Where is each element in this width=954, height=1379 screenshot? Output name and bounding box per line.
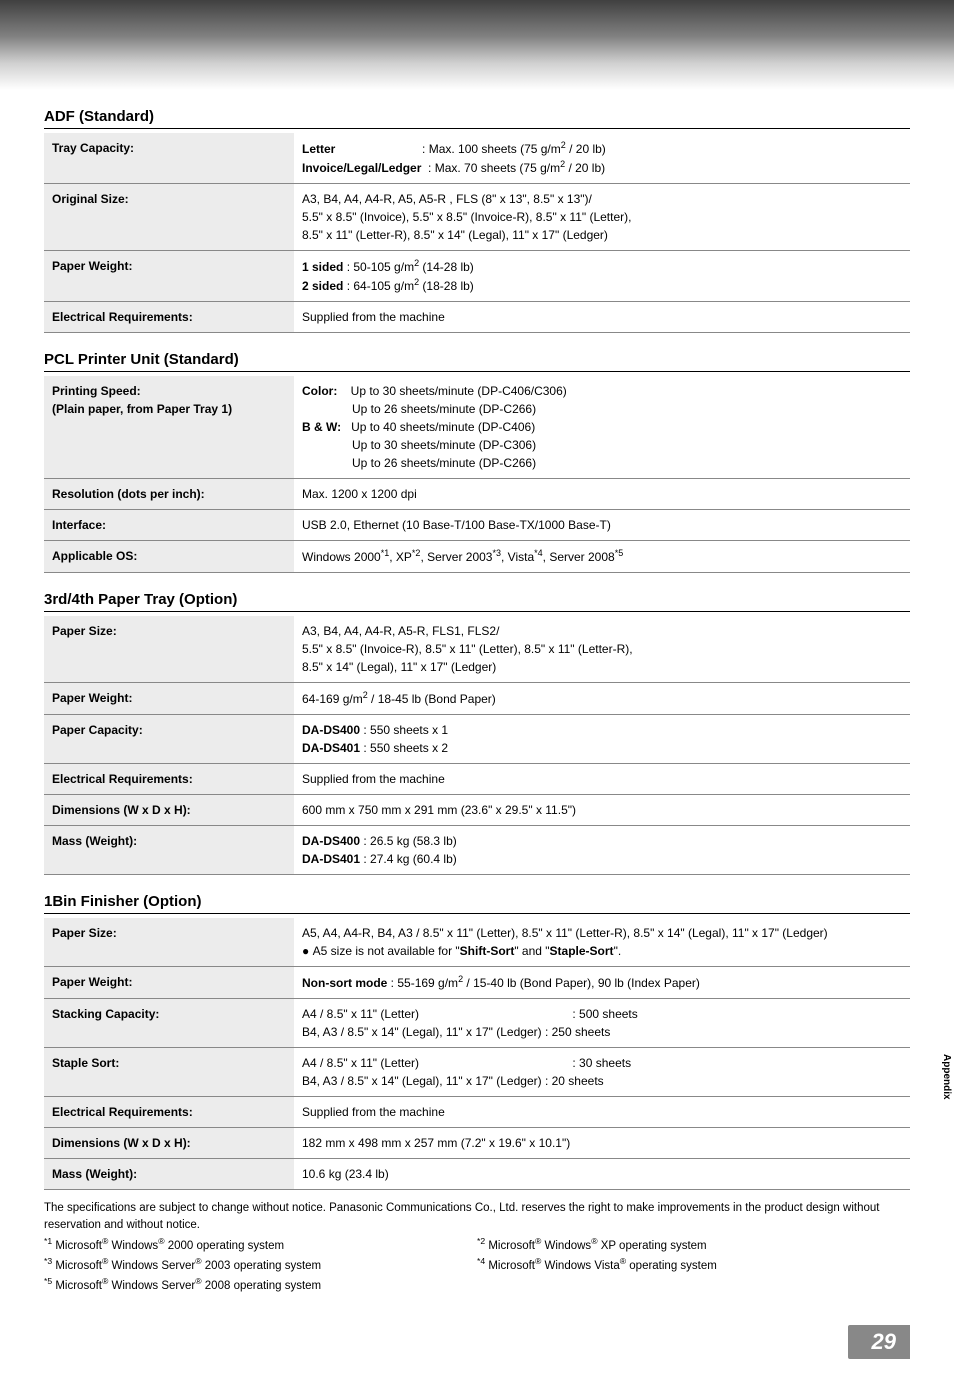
page-header-gradient	[0, 0, 954, 90]
section-title-pcl: PCL Printer Unit (Standard)	[44, 351, 910, 372]
table-row: Resolution (dots per inch): Max. 1200 x …	[44, 479, 910, 510]
value-mass: DA-DS400 : 26.5 kg (58.3 lb)DA-DS401 : 2…	[294, 826, 910, 875]
label-staple: Staple Sort:	[44, 1048, 294, 1097]
table-row: Paper Weight: 1 sided : 50-105 g/m2 (14-…	[44, 251, 910, 302]
footnote-5: *5 Microsoft® Windows Server® 2008 opera…	[44, 1275, 477, 1295]
label-paper-weight: Paper Weight:	[44, 967, 294, 999]
footnote-1: *1 Microsoft® Windows® 2000 operating sy…	[44, 1235, 477, 1255]
table-row: Applicable OS: Windows 2000*1, XP*2, Ser…	[44, 541, 910, 573]
label-electrical: Electrical Requirements:	[44, 764, 294, 795]
side-tab-appendix: Appendix	[939, 1048, 954, 1106]
label-paper-weight: Paper Weight:	[44, 683, 294, 715]
value-paper-weight: 64-169 g/m2 / 18-45 lb (Bond Paper)	[294, 683, 910, 715]
value-paper-size: A5, A4, A4-R, B4, A3 / 8.5" x 11" (Lette…	[294, 918, 910, 967]
table-row: Paper Weight: Non-sort mode : 55-169 g/m…	[44, 967, 910, 999]
section-title-finisher: 1Bin Finisher (Option)	[44, 893, 910, 914]
value-dimensions: 182 mm x 498 mm x 257 mm (7.2" x 19.6" x…	[294, 1128, 910, 1159]
label-paper-size: Paper Size:	[44, 918, 294, 967]
value-os: Windows 2000*1, XP*2, Server 2003*3, Vis…	[294, 541, 910, 573]
value-paper-size: A3, B4, A4, A4-R, A5-R, FLS1, FLS2/5.5" …	[294, 616, 910, 683]
table-row: Paper Weight: 64-169 g/m2 / 18-45 lb (Bo…	[44, 683, 910, 715]
table-row: Printing Speed:(Plain paper, from Paper …	[44, 376, 910, 479]
table-row: Mass (Weight): 10.6 kg (23.4 lb)	[44, 1159, 910, 1190]
value-paper-weight: Non-sort mode : 55-169 g/m2 / 15-40 lb (…	[294, 967, 910, 999]
table-row: Original Size: A3, B4, A4, A4-R, A5, A5-…	[44, 184, 910, 251]
value-electrical: Supplied from the machine	[294, 1097, 910, 1128]
value-interface: USB 2.0, Ethernet (10 Base-T/100 Base-TX…	[294, 510, 910, 541]
section-title-tray: 3rd/4th Paper Tray (Option)	[44, 591, 910, 612]
table-row: Paper Size: A3, B4, A4, A4-R, A5-R, FLS1…	[44, 616, 910, 683]
label-printing-speed: Printing Speed:(Plain paper, from Paper …	[44, 376, 294, 479]
page-number: 29	[848, 1325, 910, 1359]
table-row: Paper Capacity: DA-DS400 : 550 sheets x …	[44, 715, 910, 764]
table-adf: Tray Capacity: Letter : Max. 100 sheets …	[44, 133, 910, 333]
label-electrical: Electrical Requirements:	[44, 1097, 294, 1128]
table-pcl: Printing Speed:(Plain paper, from Paper …	[44, 376, 910, 573]
label-mass: Mass (Weight):	[44, 1159, 294, 1190]
label-paper-size: Paper Size:	[44, 616, 294, 683]
label-mass: Mass (Weight):	[44, 826, 294, 875]
page-number-container: 29	[44, 1325, 910, 1359]
table-row: Staple Sort: A4 / 8.5" x 11" (Letter) : …	[44, 1048, 910, 1097]
table-row: Interface: USB 2.0, Ethernet (10 Base-T/…	[44, 510, 910, 541]
value-staple: A4 / 8.5" x 11" (Letter) : 30 sheetsB4, …	[294, 1048, 910, 1097]
table-row: Electrical Requirements: Supplied from t…	[44, 764, 910, 795]
label-interface: Interface:	[44, 510, 294, 541]
label-tray-capacity: Tray Capacity:	[44, 133, 294, 184]
table-row: Mass (Weight): DA-DS400 : 26.5 kg (58.3 …	[44, 826, 910, 875]
disclaimer-text: The specifications are subject to change…	[44, 1200, 910, 1235]
table-row: Paper Size: A5, A4, A4-R, B4, A3 / 8.5" …	[44, 918, 910, 967]
table-row: Dimensions (W x D x H): 182 mm x 498 mm …	[44, 1128, 910, 1159]
table-row: Electrical Requirements: Supplied from t…	[44, 302, 910, 333]
footnotes: The specifications are subject to change…	[44, 1200, 910, 1295]
value-tray-capacity: Letter : Max. 100 sheets (75 g/m2 / 20 l…	[294, 133, 910, 184]
label-electrical: Electrical Requirements:	[44, 302, 294, 333]
value-paper-weight: 1 sided : 50-105 g/m2 (14-28 lb)2 sided …	[294, 251, 910, 302]
label-os: Applicable OS:	[44, 541, 294, 573]
label-paper-capacity: Paper Capacity:	[44, 715, 294, 764]
label-stacking: Stacking Capacity:	[44, 999, 294, 1048]
label-dimensions: Dimensions (W x D x H):	[44, 1128, 294, 1159]
table-row: Dimensions (W x D x H): 600 mm x 750 mm …	[44, 795, 910, 826]
value-paper-capacity: DA-DS400 : 550 sheets x 1DA-DS401 : 550 …	[294, 715, 910, 764]
value-dimensions: 600 mm x 750 mm x 291 mm (23.6" x 29.5" …	[294, 795, 910, 826]
value-mass: 10.6 kg (23.4 lb)	[294, 1159, 910, 1190]
page-content: ADF (Standard) Tray Capacity: Letter : M…	[0, 108, 954, 1379]
label-original-size: Original Size:	[44, 184, 294, 251]
value-electrical: Supplied from the machine	[294, 302, 910, 333]
table-row: Stacking Capacity: A4 / 8.5" x 11" (Lett…	[44, 999, 910, 1048]
value-original-size: A3, B4, A4, A4-R, A5, A5-R , FLS (8" x 1…	[294, 184, 910, 251]
table-row: Electrical Requirements: Supplied from t…	[44, 1097, 910, 1128]
value-resolution: Max. 1200 x 1200 dpi	[294, 479, 910, 510]
label-paper-weight: Paper Weight:	[44, 251, 294, 302]
table-row: Tray Capacity: Letter : Max. 100 sheets …	[44, 133, 910, 184]
footnote-4: *4 Microsoft® Windows Vista® operating s…	[477, 1255, 910, 1275]
value-stacking: A4 / 8.5" x 11" (Letter) : 500 sheetsB4,…	[294, 999, 910, 1048]
table-tray: Paper Size: A3, B4, A4, A4-R, A5-R, FLS1…	[44, 616, 910, 875]
label-resolution: Resolution (dots per inch):	[44, 479, 294, 510]
table-finisher: Paper Size: A5, A4, A4-R, B4, A3 / 8.5" …	[44, 918, 910, 1190]
section-title-adf: ADF (Standard)	[44, 108, 910, 129]
value-electrical: Supplied from the machine	[294, 764, 910, 795]
footnote-3: *3 Microsoft® Windows Server® 2003 opera…	[44, 1255, 477, 1275]
footnote-2: *2 Microsoft® Windows® XP operating syst…	[477, 1235, 910, 1255]
label-dimensions: Dimensions (W x D x H):	[44, 795, 294, 826]
value-printing-speed: Color: Up to 30 sheets/minute (DP-C406/C…	[294, 376, 910, 479]
